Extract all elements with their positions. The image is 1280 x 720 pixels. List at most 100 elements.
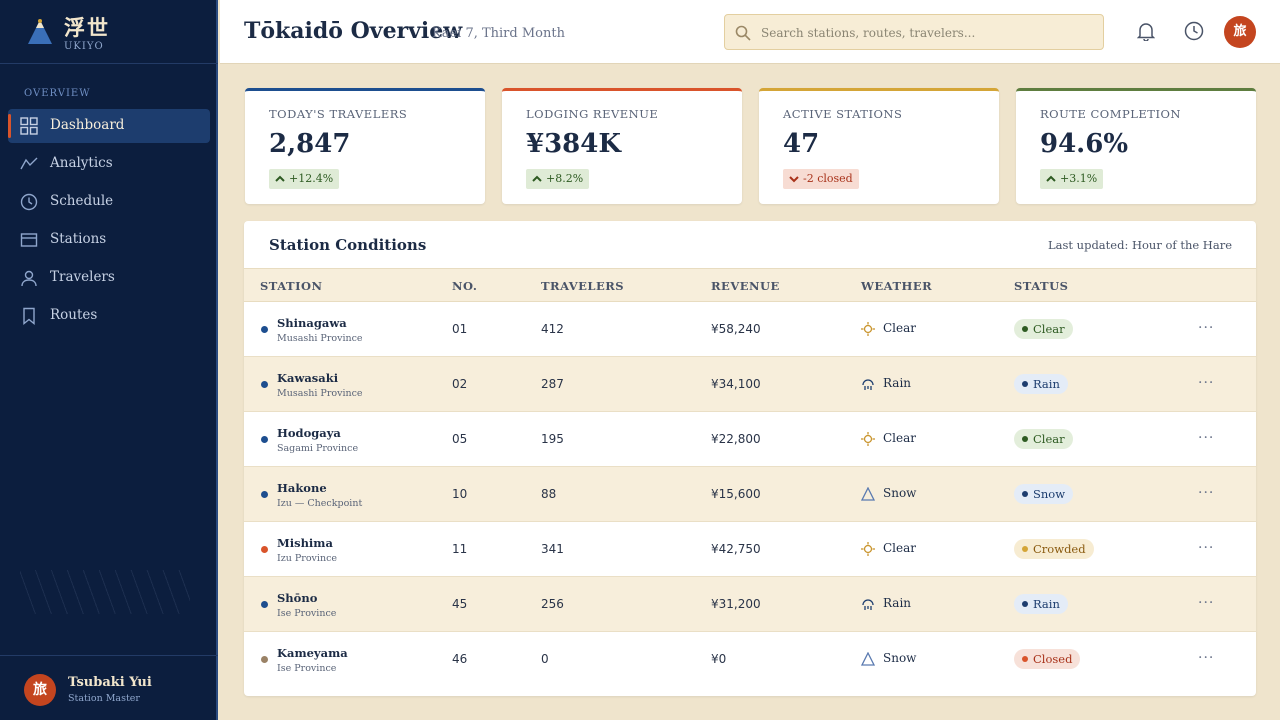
weather-label: Clear: [883, 321, 917, 335]
brand: 浮世 UKIYO: [0, 0, 218, 64]
history-icon[interactable]: [1184, 21, 1204, 41]
status-badge: Clear: [1014, 319, 1073, 339]
more-icon[interactable]: ···: [1198, 375, 1215, 391]
search-icon: [735, 25, 751, 41]
clock-icon: [20, 193, 38, 211]
column-header-revenue[interactable]: REVENUE: [711, 279, 780, 293]
trend-badge: -2 closed: [783, 169, 859, 189]
user-avatar: 旅: [24, 674, 56, 706]
sun-icon: [861, 542, 875, 556]
snow-icon: [861, 487, 875, 501]
wave-decoration: [20, 570, 190, 614]
search-input[interactable]: [761, 23, 1091, 43]
stat-label: ROUTE COMPLETION: [1040, 107, 1181, 121]
revenue-value: ¥22,800: [711, 432, 761, 446]
travelers-count: 0: [541, 652, 549, 666]
sun-icon: [861, 432, 875, 446]
revenue-value: ¥0: [711, 652, 727, 666]
last-updated: Last updated: Hour of the Hare: [1048, 238, 1232, 252]
table-row[interactable]: Shōno Ise Province 45 256 ¥31,200 Rain R…: [244, 577, 1256, 632]
sidebar-item-label: Dashboard: [50, 117, 125, 133]
station-dot: [261, 381, 268, 388]
status-badge: Rain: [1014, 594, 1068, 614]
station-province: Ise Province: [277, 608, 337, 619]
column-header-weather[interactable]: WEATHER: [861, 279, 933, 293]
column-header-travelers[interactable]: TRAVELERS: [541, 279, 625, 293]
station-number: 02: [452, 377, 468, 391]
station-number: 11: [452, 542, 468, 556]
weather-label: Clear: [883, 541, 917, 555]
revenue-value: ¥15,600: [711, 487, 761, 501]
more-icon[interactable]: ···: [1198, 595, 1215, 611]
table-row[interactable]: Mishima Izu Province 11 341 ¥42,750 Clea…: [244, 522, 1256, 577]
sidebar-item-routes[interactable]: Routes: [8, 299, 210, 333]
more-icon[interactable]: ···: [1198, 485, 1215, 501]
sun-icon: [861, 322, 875, 336]
weather-label: Clear: [883, 431, 917, 445]
user-name: Tsubaki Yui: [68, 675, 152, 690]
user-icon: [21, 270, 37, 287]
stat-value: 94.6%: [1040, 129, 1129, 159]
sidebar-item-label: Travelers: [50, 269, 115, 285]
station-province: Ise Province: [277, 663, 337, 674]
weather-label: Rain: [883, 596, 912, 610]
column-header-status[interactable]: STATUS: [1014, 279, 1069, 293]
header-avatar[interactable]: 旅: [1224, 16, 1256, 48]
table-row[interactable]: Hodogaya Sagami Province 05 195 ¥22,800 …: [244, 412, 1256, 467]
station-province: Izu — Checkpoint: [277, 498, 363, 509]
travelers-count: 195: [541, 432, 564, 446]
status-badge: Snow: [1014, 484, 1074, 504]
station-dot: [261, 546, 268, 553]
table-row[interactable]: Kameyama Ise Province 46 0 ¥0 Snow Close…: [244, 632, 1256, 687]
more-icon[interactable]: ···: [1198, 320, 1215, 336]
sidebar-item-analytics[interactable]: Analytics: [8, 147, 210, 181]
user-profile[interactable]: 旅 Tsubaki Yui Station Master: [0, 655, 218, 720]
trend-text: -2 closed: [803, 172, 853, 185]
station-number: 45: [452, 597, 468, 611]
stat-label: LODGING REVENUE: [526, 107, 659, 121]
chevron-up-icon: [532, 175, 542, 182]
revenue-value: ¥31,200: [711, 597, 761, 611]
sidebar-item-schedule[interactable]: Schedule: [8, 185, 210, 219]
stat-card-revenue: LODGING REVENUE ¥384K +8.2%: [502, 88, 742, 204]
revenue-value: ¥34,100: [711, 377, 761, 391]
sidebar-item-stations[interactable]: Stations: [8, 223, 210, 257]
more-icon[interactable]: ···: [1198, 430, 1215, 446]
trend-text: +8.2%: [546, 172, 584, 185]
rain-icon: [862, 379, 874, 390]
dashboard-icon: [20, 117, 38, 135]
more-icon[interactable]: ···: [1198, 540, 1215, 556]
station-province: Musashi Province: [277, 333, 363, 344]
chevron-down-icon: [789, 176, 799, 183]
stat-card-stations: ACTIVE STATIONS 47 -2 closed: [759, 88, 999, 204]
brand-title: 浮世: [64, 15, 110, 40]
station-dot: [261, 491, 268, 498]
brand-subtitle: UKIYO: [64, 41, 104, 52]
sidebar-item-dashboard[interactable]: Dashboard: [8, 109, 210, 143]
table-row[interactable]: Shinagawa Musashi Province 01 412 ¥58,24…: [244, 302, 1256, 357]
search-box[interactable]: [724, 14, 1104, 50]
table-row[interactable]: Hakone Izu — Checkpoint 10 88 ¥15,600 Sn…: [244, 467, 1256, 522]
bookmark-icon: [23, 307, 35, 325]
sidebar: 浮世 UKIYO OVERVIEW Dashboard Analytics Sc…: [0, 0, 218, 720]
mount-fuji-icon: [28, 19, 52, 44]
station-name: Shōno: [277, 591, 318, 605]
table-row[interactable]: Kawasaki Musashi Province 02 287 ¥34,100…: [244, 357, 1256, 412]
bell-icon[interactable]: [1137, 21, 1155, 41]
rain-icon: [862, 599, 874, 610]
analytics-icon: [20, 157, 38, 170]
station-dot: [261, 436, 268, 443]
stat-card-completion: ROUTE COMPLETION 94.6% +3.1%: [1016, 88, 1256, 204]
column-header-station[interactable]: STATION: [260, 279, 323, 293]
weather-label: Snow: [883, 651, 917, 665]
sidebar-item-travelers[interactable]: Travelers: [8, 261, 210, 295]
station-province: Musashi Province: [277, 388, 363, 399]
sidebar-item-label: Stations: [50, 231, 107, 247]
station-name: Kameyama: [277, 646, 348, 660]
trend-text: +12.4%: [289, 172, 334, 185]
column-header-no[interactable]: NO.: [452, 279, 478, 293]
travelers-count: 287: [541, 377, 564, 391]
more-icon[interactable]: ···: [1198, 650, 1215, 666]
snow-icon: [861, 652, 875, 666]
station-number: 46: [452, 652, 468, 666]
